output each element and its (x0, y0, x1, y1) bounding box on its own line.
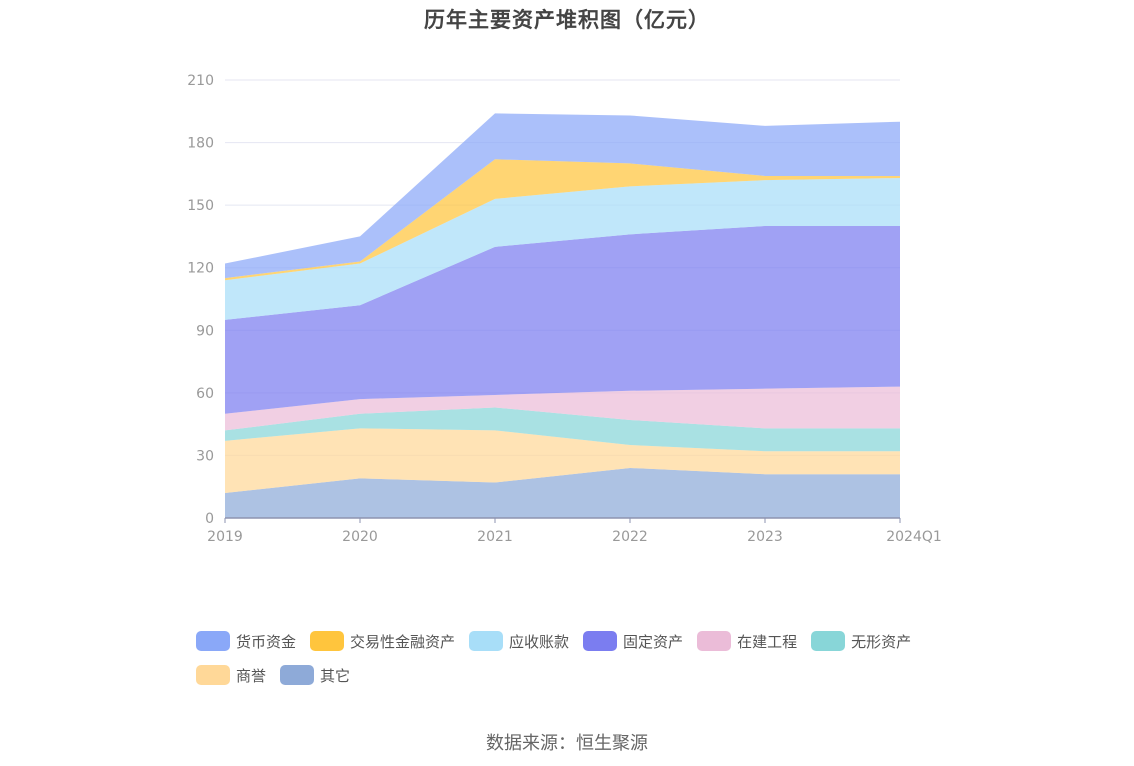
area-series-无形资产[interactable] (225, 407, 900, 452)
chart-title: 历年主要资产堆积图（亿元） (424, 8, 710, 32)
legend-item[interactable]: 其它 (280, 664, 350, 686)
y-tick-label: 0 (205, 511, 214, 527)
data-source: 数据来源：恒生聚源 (486, 733, 648, 754)
x-tick-label: 2024Q1 (886, 529, 942, 545)
area-series-在建工程[interactable] (225, 386, 900, 431)
legend-item[interactable]: 商誉 (196, 664, 266, 686)
area-series-固定资产[interactable] (225, 226, 900, 414)
legend-item[interactable]: 固定资产 (583, 630, 683, 652)
legend-label: 交易性金融资产 (350, 632, 456, 651)
y-tick-label: 30 (196, 448, 214, 464)
legend-swatch (469, 631, 504, 651)
legend-swatch (280, 665, 315, 685)
y-tick-label: 210 (187, 73, 214, 89)
legend-item[interactable]: 在建工程 (697, 630, 797, 652)
legend-item[interactable]: 无形资产 (811, 630, 911, 652)
y-tick-label: 150 (187, 198, 214, 214)
area-series-货币资金[interactable] (225, 113, 900, 279)
legend-swatch (697, 631, 732, 651)
x-tick-label: 2023 (747, 529, 783, 545)
x-tick-label: 2022 (612, 529, 648, 545)
legend-label: 在建工程 (737, 632, 798, 651)
legend-label: 应收账款 (509, 632, 570, 651)
legend-label: 固定资产 (623, 632, 684, 651)
chart-legend: 货币资金 交易性金融资产 应收账款 固定资产 在建工程 无形资产商誉 其它 (196, 630, 956, 686)
area-series-交易性金融资产[interactable] (225, 159, 900, 281)
x-tick-label: 2020 (342, 529, 378, 545)
stacked-area-chart: 0 30 60 90 120 150 180 210 2019 2020 2021 2022 2023 2… (187, 73, 942, 545)
x-tick-label: 2021 (477, 529, 513, 545)
legend-label: 无形资产 (851, 632, 912, 651)
y-tick-label: 120 (187, 261, 214, 277)
legend-item[interactable]: 应收账款 (469, 630, 569, 652)
legend-swatch (196, 631, 230, 651)
legend-swatch (811, 631, 846, 651)
y-tick-label: 90 (196, 323, 214, 339)
y-tick-label: 180 (187, 136, 214, 152)
legend-label: 货币资金 (236, 632, 297, 651)
legend-swatch (196, 665, 230, 685)
legend-swatch (310, 631, 345, 651)
legend-item[interactable]: 货币资金 (196, 630, 296, 652)
legend-swatch (583, 631, 618, 651)
legend-item[interactable]: 交易性金融资产 (310, 630, 455, 652)
area-series-应收账款[interactable] (225, 178, 900, 320)
area-series-其它[interactable] (225, 467, 900, 518)
legend-label: 其它 (320, 666, 351, 685)
area-series-商誉[interactable] (225, 428, 900, 493)
x-tick-label: 2019 (207, 529, 243, 545)
legend-label: 商誉 (236, 666, 267, 685)
y-tick-label: 60 (196, 386, 214, 402)
